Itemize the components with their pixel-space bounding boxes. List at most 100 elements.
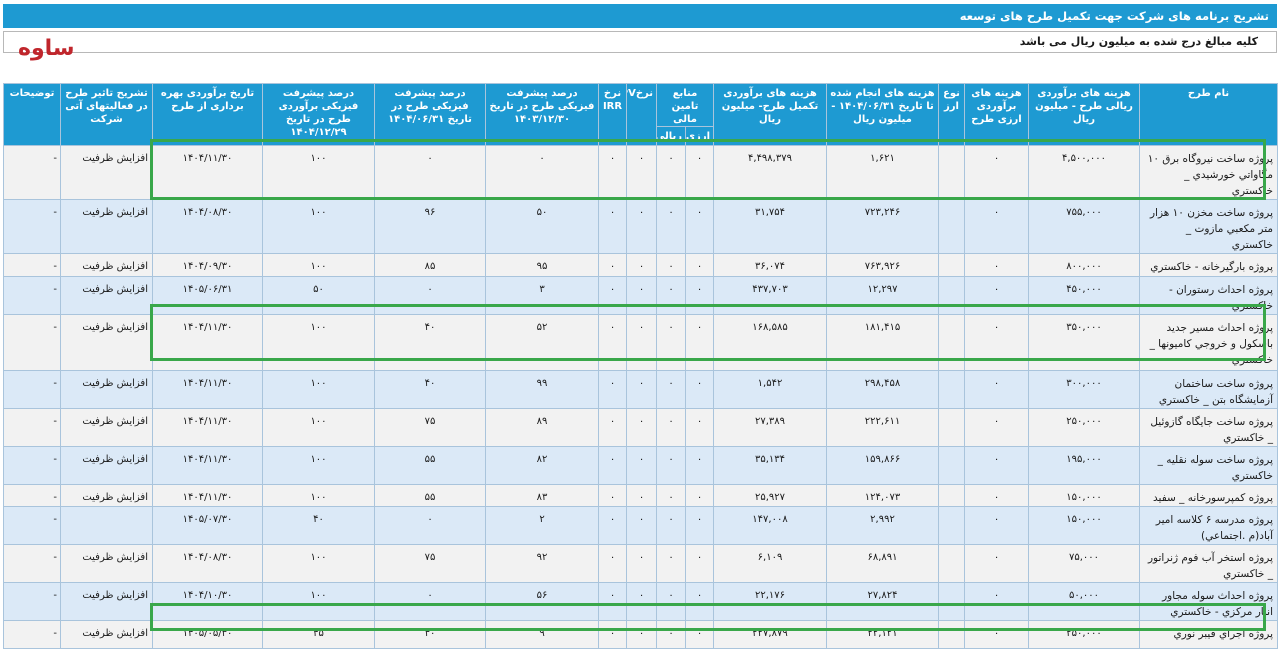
col-npv: نرخNPV [626, 83, 657, 146]
cell-fx-cost: ۰ [964, 408, 1029, 447]
cell-to-complete: ۳۱,۷۵۴ [713, 199, 827, 254]
cell-effect: افزایش ظرفیت [60, 253, 153, 277]
cell-name: پروژه اجراي فيبر نوري [1139, 620, 1278, 649]
cell-funding-rial: ۰ [656, 370, 686, 409]
cell-notes: - [3, 506, 61, 545]
cell-currency [938, 145, 965, 200]
cell-prog-1404-12: ۱۰۰ [262, 370, 375, 409]
cell-operation-date: ۱۴۰۴/۱۱/۳۰ [152, 484, 263, 507]
col-prog-1403: درصد پیشرفت فیزیکی طرح در تاریخ ۱۴۰۳/۱۲/… [485, 83, 599, 146]
cell-notes: - [3, 582, 61, 621]
cell-irr: ۰ [598, 484, 627, 507]
cell-prog-1403: ۵۶ [485, 582, 599, 621]
cell-operation-date: ۱۴۰۴/۰۸/۳۰ [152, 544, 263, 583]
cell-rial-cost: ۵۰,۰۰۰ [1028, 582, 1140, 621]
cell-rial-cost: ۱۹۵,۰۰۰ [1028, 446, 1140, 485]
cell-prog-1404-12: ۱۰۰ [262, 484, 375, 507]
cell-fx-cost: ۰ [964, 145, 1029, 200]
cell-funding-fx: ۰ [685, 276, 714, 315]
cell-name: پروژه ساخت سوله نقليه _ خاكستري [1139, 446, 1278, 485]
cell-npv: ۰ [626, 582, 657, 621]
cell-npv: ۰ [626, 253, 657, 277]
cell-irr: ۰ [598, 276, 627, 315]
cell-prog-1404-12: ۱۰۰ [262, 544, 375, 583]
cell-prog-1404-12: ۴۰ [262, 506, 375, 545]
cell-rial-cost: ۱۵۰,۰۰۰ [1028, 484, 1140, 507]
cell-spent: ۱۸۱,۴۱۵ [826, 314, 939, 371]
cell-npv: ۰ [626, 484, 657, 507]
cell-rial-cost: ۸۰۰,۰۰۰ [1028, 253, 1140, 277]
projects-table-body: پروژه ساخت نیروگاه برق ۱۰ مگاواتي خورشيد… [3, 145, 1278, 649]
cell-prog-1404-06: ۸۵ [374, 253, 486, 277]
cell-prog-1403: ۸۲ [485, 446, 599, 485]
cell-currency [938, 199, 965, 254]
cell-irr: ۰ [598, 145, 627, 200]
cell-prog-1404-12: ۵۰ [262, 276, 375, 315]
cell-effect: افزایش ظرفیت [60, 314, 153, 371]
cell-spent: ۲۲۲,۶۱۱ [826, 408, 939, 447]
cell-funding-fx: ۰ [685, 620, 714, 649]
cell-funding-fx: ۰ [685, 446, 714, 485]
cell-fx-cost: ۰ [964, 370, 1029, 409]
cell-npv: ۰ [626, 620, 657, 649]
cell-irr: ۰ [598, 446, 627, 485]
cell-funding-fx: ۰ [685, 253, 714, 277]
cell-name: پروژه ساخت جايگاه گازوئيل _ خاكستري [1139, 408, 1278, 447]
cell-to-complete: ۱,۵۴۲ [713, 370, 827, 409]
cell-to-complete: ۲۲,۱۷۶ [713, 582, 827, 621]
cell-effect [60, 506, 153, 545]
cell-prog-1404-06: ۰ [374, 582, 486, 621]
cell-currency [938, 506, 965, 545]
report-title: تشریح برنامه های شرکت جهت تکمیل طرح های … [3, 4, 1277, 28]
col-irr: نرخ IRR [598, 83, 627, 146]
cell-fx-cost: ۰ [964, 484, 1029, 507]
cell-prog-1404-06: ۷۵ [374, 408, 486, 447]
cell-npv: ۰ [626, 370, 657, 409]
cell-spent: ۶۸,۸۹۱ [826, 544, 939, 583]
cell-currency [938, 408, 965, 447]
cell-currency [938, 446, 965, 485]
cell-notes: - [3, 253, 61, 277]
col-to-complete: هزینه های برآوردی تکمیل طرح- میلیون ریال [713, 83, 827, 146]
cell-currency [938, 276, 965, 315]
cell-irr: ۰ [598, 582, 627, 621]
table-row: پروژه احداث سوله مجاور انبار مركزي - خاك… [3, 582, 1278, 621]
cell-spent: ۱۵۹,۸۶۶ [826, 446, 939, 485]
cell-to-complete: ۲۷,۳۸۹ [713, 408, 827, 447]
cell-rial-cost: ۷۵۵,۰۰۰ [1028, 199, 1140, 254]
cell-to-complete: ۴,۴۹۸,۳۷۹ [713, 145, 827, 200]
cell-operation-date: ۱۴۰۴/۰۹/۳۰ [152, 253, 263, 277]
cell-name: پروژه ساخت مخزن ۱۰ هزار متر مكعبي مازوت … [1139, 199, 1278, 254]
cell-rial-cost: ۴۵۰,۰۰۰ [1028, 276, 1140, 315]
cell-name: پروژه بارگيرخانه - خاكستري [1139, 253, 1278, 277]
cell-operation-date: ۱۴۰۴/۱۱/۳۰ [152, 314, 263, 371]
cell-name: پروژه كمپرسورخانه _ سفيد [1139, 484, 1278, 507]
table-row: پروژه احداث مسير جديد باسكول و خروجي كام… [3, 314, 1278, 371]
cell-to-complete: ۳۵,۱۳۴ [713, 446, 827, 485]
cell-spent: ۱۲۴,۰۷۳ [826, 484, 939, 507]
cell-notes: - [3, 620, 61, 649]
cell-to-complete: ۲۲۷,۸۷۹ [713, 620, 827, 649]
cell-notes: - [3, 145, 61, 200]
cell-funding-rial: ۰ [656, 408, 686, 447]
cell-prog-1404-06: ۴۰ [374, 370, 486, 409]
cell-npv: ۰ [626, 446, 657, 485]
cell-effect: افزایش ظرفیت [60, 199, 153, 254]
col-operation-date: تاریخ برآوردی بهره برداری از طرح [152, 83, 263, 146]
cell-funding-rial: ۰ [656, 145, 686, 200]
cell-operation-date: ۱۴۰۴/۰۸/۳۰ [152, 199, 263, 254]
cell-prog-1404-06: ۰ [374, 506, 486, 545]
cell-prog-1403: ۹۲ [485, 544, 599, 583]
cell-effect: افزایش ظرفیت [60, 370, 153, 409]
cell-to-complete: ۴۳۷,۷۰۳ [713, 276, 827, 315]
cell-funding-fx: ۰ [685, 145, 714, 200]
cell-effect: افزایش ظرفیت [60, 446, 153, 485]
cell-prog-1403: ۵۰ [485, 199, 599, 254]
cell-rial-cost: ۷۵,۰۰۰ [1028, 544, 1140, 583]
cell-prog-1403: ۰ [485, 145, 599, 200]
cell-notes: - [3, 314, 61, 371]
cell-fx-cost: ۰ [964, 314, 1029, 371]
cell-irr: ۰ [598, 370, 627, 409]
cell-funding-fx: ۰ [685, 484, 714, 507]
cell-npv: ۰ [626, 276, 657, 315]
